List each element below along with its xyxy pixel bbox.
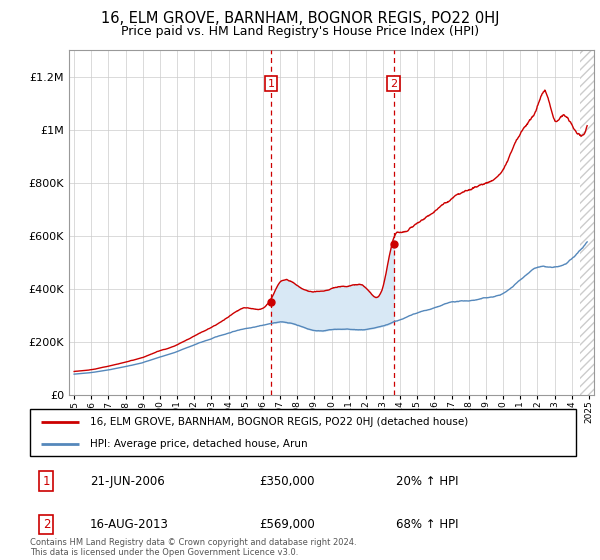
Text: 2: 2: [390, 78, 397, 88]
Text: 21-JUN-2006: 21-JUN-2006: [90, 474, 165, 488]
Polygon shape: [580, 50, 594, 395]
Text: £569,000: £569,000: [259, 518, 315, 531]
Text: Price paid vs. HM Land Registry's House Price Index (HPI): Price paid vs. HM Land Registry's House …: [121, 25, 479, 38]
Text: 16, ELM GROVE, BARNHAM, BOGNOR REGIS, PO22 0HJ: 16, ELM GROVE, BARNHAM, BOGNOR REGIS, PO…: [101, 11, 499, 26]
Text: Contains HM Land Registry data © Crown copyright and database right 2024.
This d: Contains HM Land Registry data © Crown c…: [30, 538, 356, 557]
Text: 16-AUG-2013: 16-AUG-2013: [90, 518, 169, 531]
FancyBboxPatch shape: [30, 409, 576, 456]
Text: 1: 1: [43, 474, 50, 488]
Text: 2: 2: [43, 518, 50, 531]
Text: 1: 1: [268, 78, 274, 88]
Text: £350,000: £350,000: [259, 474, 315, 488]
Text: HPI: Average price, detached house, Arun: HPI: Average price, detached house, Arun: [90, 438, 308, 449]
Text: 16, ELM GROVE, BARNHAM, BOGNOR REGIS, PO22 0HJ (detached house): 16, ELM GROVE, BARNHAM, BOGNOR REGIS, PO…: [90, 417, 469, 427]
Text: 68% ↑ HPI: 68% ↑ HPI: [396, 518, 458, 531]
Text: 20% ↑ HPI: 20% ↑ HPI: [396, 474, 458, 488]
